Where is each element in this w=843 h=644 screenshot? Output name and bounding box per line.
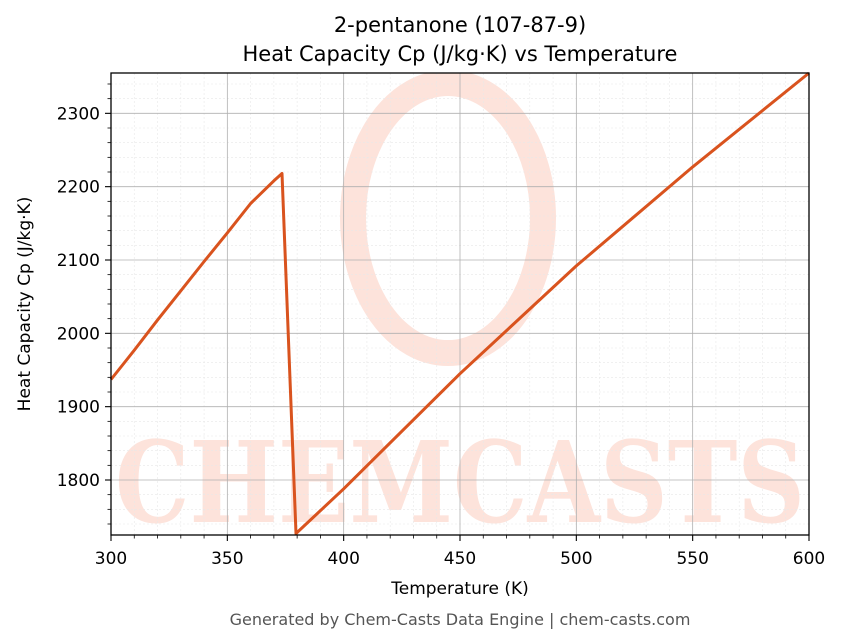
x-axis: 300 350 400 450 500 550 600 (95, 535, 825, 569)
y-tick-label: 1800 (57, 471, 100, 491)
chart-subtitle: Heat Capacity Cp (J/kg·K) vs Temperature (243, 42, 678, 66)
y-tick-label: 2100 (57, 251, 100, 271)
watermark-ring (340, 73, 556, 366)
series-layer (109, 71, 810, 535)
series-line (109, 71, 810, 535)
y-axis-label: Heat Capacity Cp (J/kg·K) (15, 197, 35, 412)
y-tick-label: 2000 (57, 324, 100, 344)
y-tick-label: 1900 (57, 398, 100, 418)
x-axis-label: Temperature (K) (390, 579, 529, 599)
x-tick-label: 550 (676, 549, 708, 569)
y-axis: 1800 1900 2000 2100 2200 2300 (57, 83, 111, 525)
x-tick-label: 400 (327, 549, 359, 569)
x-tick-label: 600 (793, 549, 825, 569)
x-tick-label: 500 (560, 549, 592, 569)
footer-credit: Generated by Chem-Casts Data Engine | ch… (230, 610, 691, 629)
x-tick-label: 350 (211, 549, 243, 569)
y-tick-label: 2300 (57, 104, 100, 124)
y-tick-label: 2200 (57, 178, 100, 198)
x-tick-label: 300 (95, 549, 127, 569)
chart-title: 2-pentanone (107-87-9) (334, 13, 586, 37)
x-tick-label: 450 (444, 549, 476, 569)
